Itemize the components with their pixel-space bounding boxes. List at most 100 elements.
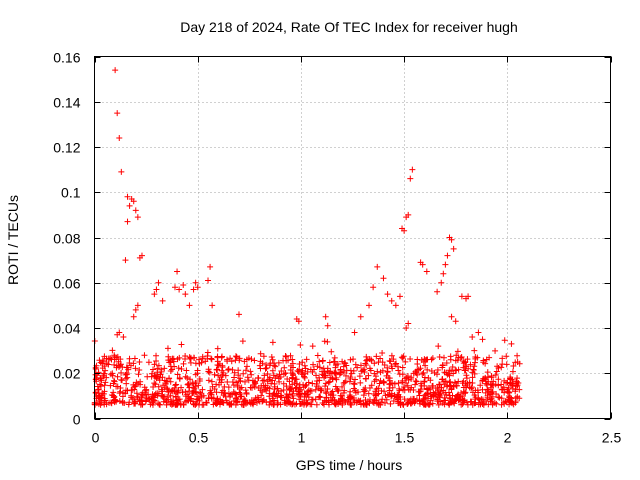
data-point	[99, 360, 106, 367]
data-point	[455, 378, 462, 385]
data-point	[97, 383, 104, 390]
data-point	[231, 369, 238, 376]
data-point	[122, 390, 129, 397]
data-point	[151, 380, 158, 387]
data-point	[316, 358, 323, 365]
x-tick-label: 1.5	[395, 430, 415, 446]
data-point	[274, 393, 281, 400]
data-point	[302, 391, 309, 398]
data-point	[448, 236, 455, 243]
data-point	[116, 397, 123, 404]
data-point	[303, 356, 310, 363]
data-point	[128, 387, 135, 394]
data-point	[119, 377, 126, 384]
data-point	[194, 284, 201, 291]
data-point	[203, 399, 210, 406]
data-point	[328, 348, 335, 355]
data-point	[354, 398, 361, 405]
data-point	[484, 373, 491, 380]
data-point	[139, 401, 146, 408]
data-point	[339, 401, 346, 408]
data-point	[403, 380, 410, 387]
data-point	[513, 378, 520, 385]
data-point	[411, 399, 418, 406]
data-point	[400, 353, 407, 360]
data-point	[405, 211, 412, 218]
data-point	[377, 369, 384, 376]
data-point	[348, 370, 355, 377]
data-point	[314, 363, 321, 370]
data-point	[310, 361, 317, 368]
data-point	[419, 370, 426, 377]
data-point	[379, 349, 386, 356]
data-point	[477, 382, 484, 389]
data-point	[395, 380, 402, 387]
x-tick-label: 0	[92, 430, 100, 446]
data-point	[471, 363, 478, 370]
data-point	[316, 394, 323, 401]
data-point	[267, 360, 274, 367]
data-point	[407, 175, 414, 182]
data-point	[507, 380, 514, 387]
data-point	[254, 394, 261, 401]
data-point	[242, 397, 249, 404]
data-point	[169, 366, 175, 373]
data-point	[512, 394, 519, 401]
data-point	[161, 365, 168, 372]
data-point	[259, 377, 266, 384]
y-tick-label: 0.08	[53, 231, 80, 247]
data-point	[176, 286, 183, 293]
data-point	[286, 384, 293, 391]
data-point	[329, 375, 336, 382]
data-point	[410, 370, 417, 377]
data-point	[287, 400, 294, 407]
y-tick-label: 0.02	[53, 366, 80, 382]
data-point	[101, 388, 108, 395]
data-point	[116, 329, 123, 336]
data-point	[309, 343, 316, 350]
data-point	[187, 398, 194, 405]
data-point	[510, 362, 517, 369]
data-point	[160, 382, 167, 389]
data-point	[308, 396, 315, 403]
y-tick-label: 0.06	[53, 276, 80, 292]
data-point	[233, 379, 240, 386]
data-point	[391, 393, 398, 400]
data-point	[151, 291, 158, 298]
data-point	[287, 362, 294, 369]
data-point	[122, 257, 129, 264]
data-point	[221, 390, 228, 397]
data-point	[447, 356, 454, 363]
data-point	[376, 380, 383, 387]
data-point	[268, 354, 275, 361]
data-point	[380, 275, 387, 282]
data-point	[190, 286, 197, 293]
data-point	[462, 389, 469, 396]
data-point	[269, 339, 276, 346]
data-point	[149, 391, 156, 398]
data-point	[269, 356, 276, 363]
data-point	[182, 388, 189, 395]
data-point	[366, 365, 373, 372]
data-point	[139, 392, 146, 399]
data-point	[271, 386, 278, 393]
data-point	[507, 380, 514, 387]
data-point	[396, 371, 403, 378]
data-point	[483, 356, 490, 363]
data-point	[421, 374, 428, 381]
data-point	[214, 345, 221, 352]
data-point	[407, 356, 414, 363]
data-point	[335, 401, 342, 408]
data-point	[396, 293, 403, 300]
data-point	[326, 359, 333, 366]
data-point	[113, 364, 120, 371]
data-point	[114, 383, 121, 390]
data-point	[205, 377, 212, 384]
data-point	[336, 371, 343, 378]
data-point	[263, 364, 270, 371]
data-point	[442, 261, 449, 268]
data-point	[214, 361, 221, 368]
data-point	[174, 389, 181, 396]
data-point	[463, 375, 470, 382]
data-point	[235, 311, 242, 318]
